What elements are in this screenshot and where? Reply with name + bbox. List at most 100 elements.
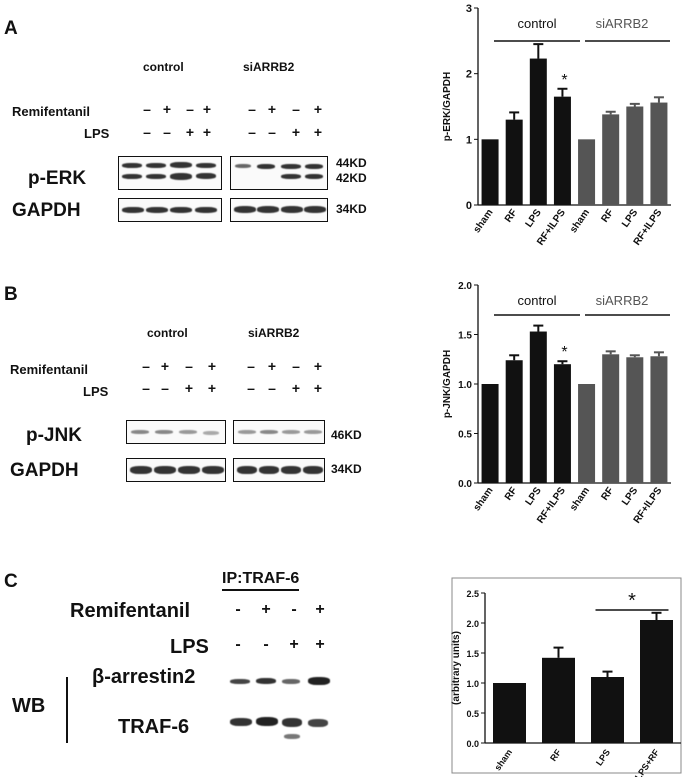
y-tick-label-2-2: 1.0 xyxy=(466,679,479,689)
group-label-chart-1-0: control xyxy=(517,293,556,308)
bar-1-6 xyxy=(626,357,644,483)
b-remi-sign-4: + xyxy=(207,358,217,374)
category-label-2-2: LPS xyxy=(594,747,612,767)
a-lps-sign-7: + xyxy=(291,124,301,140)
significance-star-1: * xyxy=(561,344,567,361)
b-remi-sign-1: – xyxy=(142,358,150,374)
bar-1-1 xyxy=(505,360,523,483)
bar-2-1 xyxy=(542,657,575,743)
b-lps-sign-7: + xyxy=(291,380,301,396)
category-label-0-5: RF xyxy=(599,207,616,224)
a-lps-sign-2: – xyxy=(163,124,171,140)
category-label-1-0: sham xyxy=(472,485,496,513)
c-lps-sign-1: - xyxy=(235,636,241,653)
c-remi-sign-3: - xyxy=(291,601,297,618)
kd-label-34-a: 34KD xyxy=(336,202,367,216)
category-label-1-5: RF xyxy=(599,485,616,502)
wb-label: WB xyxy=(12,695,46,717)
row-label-lps-c: LPS xyxy=(170,636,209,658)
blot-p-erk-control xyxy=(118,156,222,190)
a-remi-sign-3: – xyxy=(186,101,194,117)
bar-0-7 xyxy=(650,102,668,205)
c-remi-sign-4: + xyxy=(315,601,325,618)
a-remi-sign-5: – xyxy=(248,101,256,117)
blot-gapdh-a-control xyxy=(118,198,222,222)
blot-gapdh-b-control xyxy=(126,458,226,482)
y-tick-label-2-0: 0.0 xyxy=(466,739,479,749)
c-remi-sign-2: + xyxy=(261,601,271,618)
group-label-chart-0-1: siARRB2 xyxy=(596,16,649,31)
y-axis-label-0: p-ERK/GAPDH xyxy=(442,72,453,141)
category-label-1-1: RF xyxy=(503,485,520,502)
panel-letter-b: B xyxy=(4,284,18,305)
category-label-0-4: sham xyxy=(568,207,592,235)
kd-label-42: 42KD xyxy=(336,171,367,185)
panel-letter-c: C xyxy=(4,571,18,592)
y-axis-label-2: (arbitrary units) xyxy=(451,631,462,705)
bar-0-0 xyxy=(481,139,499,205)
blot-label-gapdh-b: GAPDH xyxy=(10,460,79,481)
a-lps-sign-1: – xyxy=(143,124,151,140)
category-label-0-0: sham xyxy=(472,207,496,235)
group-label-control-b: control xyxy=(147,326,188,340)
chart-frame-2 xyxy=(451,577,682,774)
category-label-0-6: LPS xyxy=(620,207,640,230)
b-remi-sign-7: – xyxy=(292,358,300,374)
y-tick-label-2-1: 0.5 xyxy=(466,709,479,719)
y-tick-label-1-4: 2.0 xyxy=(458,281,472,292)
bar-0-3 xyxy=(553,96,571,205)
a-lps-sign-5: – xyxy=(248,124,256,140)
bar-2-3 xyxy=(640,620,673,743)
row-label-lps: LPS xyxy=(84,126,110,141)
bar-1-0 xyxy=(481,384,499,483)
y-tick-label-0-1: 1 xyxy=(466,134,472,146)
kd-label-46: 46KD xyxy=(331,428,362,442)
blot-gapdh-b-siarrb2 xyxy=(233,458,325,482)
wb-bracket xyxy=(66,677,68,743)
a-remi-sign-4: + xyxy=(202,101,212,117)
b-remi-sign-3: – xyxy=(185,358,193,374)
b-remi-sign-6: + xyxy=(267,358,277,374)
category-label-2-1: RF xyxy=(548,747,563,763)
blot-gapdh-a-siarrb2 xyxy=(230,198,328,222)
blot-beta-arrestin2 xyxy=(224,672,336,692)
bar-0-1 xyxy=(505,119,523,205)
category-label-1-6: LPS xyxy=(620,485,640,508)
bar-2-0 xyxy=(493,683,526,743)
blot-label-beta-arrestin2: β-arrestin2 xyxy=(92,666,196,688)
b-lps-sign-4: + xyxy=(207,380,217,396)
bar-1-4 xyxy=(578,384,596,483)
a-remi-sign-8: + xyxy=(313,101,323,117)
a-remi-sign-1: – xyxy=(143,101,151,117)
group-label-control: control xyxy=(143,60,184,74)
category-label-0-2: LPS xyxy=(524,207,544,230)
b-lps-sign-3: + xyxy=(184,380,194,396)
y-tick-label-1-3: 1.5 xyxy=(458,331,472,342)
y-tick-label-2-3: 1.5 xyxy=(466,649,479,659)
blot-label-p-erk: p-ERK xyxy=(28,168,87,189)
group-label-siarrb2: siARRB2 xyxy=(243,60,295,74)
category-label-2-0: sham xyxy=(492,747,514,772)
y-tick-label-2-4: 2.0 xyxy=(466,619,479,629)
y-tick-label-2-5: 2.5 xyxy=(466,589,479,599)
c-lps-sign-2: - xyxy=(263,636,269,653)
category-label-1-4: sham xyxy=(568,485,592,513)
group-label-siarrb2-b: siARRB2 xyxy=(248,326,300,340)
blot-p-erk-siarrb2 xyxy=(230,156,328,190)
b-lps-sign-6: – xyxy=(268,380,276,396)
blot-label-gapdh-a: GAPDH xyxy=(12,200,81,221)
b-lps-sign-2: – xyxy=(161,380,169,396)
a-lps-sign-3: + xyxy=(185,124,195,140)
b-remi-sign-8: + xyxy=(313,358,323,374)
b-lps-sign-8: + xyxy=(313,380,323,396)
bar-1-5 xyxy=(602,354,620,483)
category-label-0-1: RF xyxy=(503,207,520,224)
row-label-remifentanil-b: Remifentanil xyxy=(10,362,89,377)
row-label-remifentanil-c: Remifentanil xyxy=(70,600,191,622)
bar-0-5 xyxy=(602,114,620,205)
category-label-1-2: LPS xyxy=(524,485,544,508)
blot-label-p-jnk: p-JNK xyxy=(26,425,82,446)
a-lps-sign-6: – xyxy=(268,124,276,140)
y-tick-label-0-3: 3 xyxy=(466,3,472,15)
